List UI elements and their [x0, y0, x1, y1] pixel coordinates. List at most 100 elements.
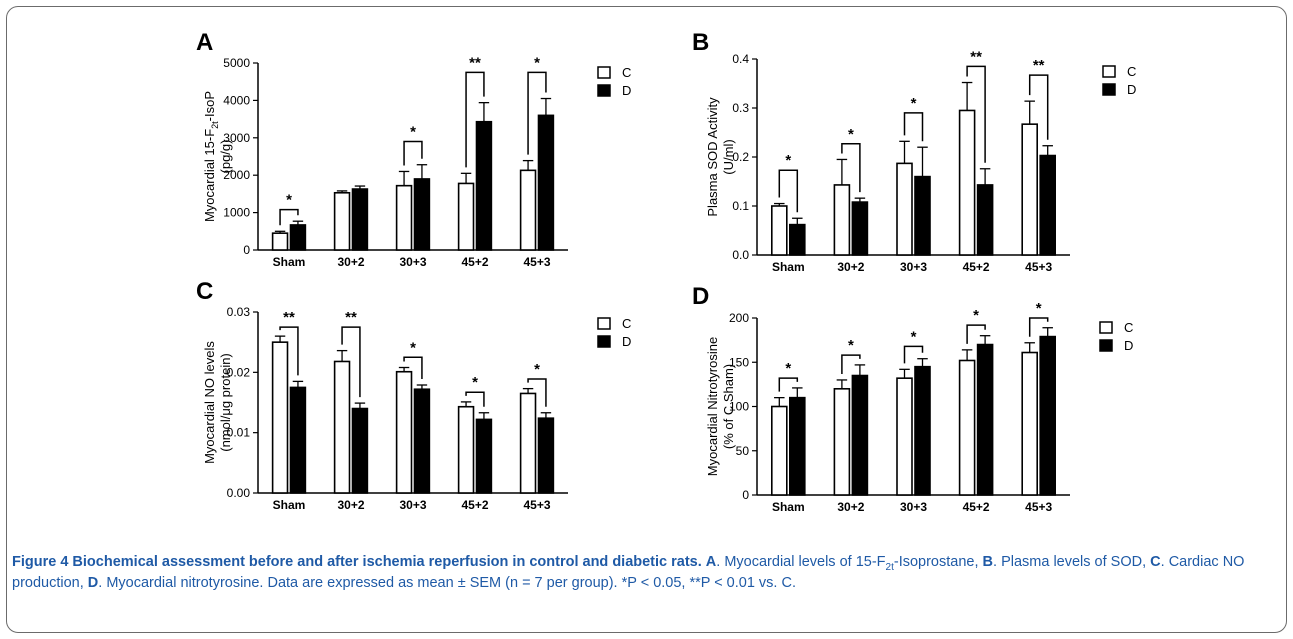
legend-swatch-c: [1102, 65, 1116, 78]
x-tick-label: 30+3: [399, 255, 426, 269]
x-tick-label: 45+3: [1025, 500, 1052, 514]
legend-swatch-d: [1099, 339, 1113, 352]
y-axis-label-sub: 2t: [210, 121, 220, 129]
y-tick-label: 3000: [223, 131, 250, 145]
significance-bracket: [279, 208, 299, 226]
bar-d: [851, 201, 869, 256]
bar-d: [351, 188, 369, 251]
legend-label-d: D: [622, 334, 631, 349]
significance-label: *: [973, 307, 979, 324]
significance-bracket: [341, 326, 361, 398]
significance-bracket: [1028, 74, 1049, 140]
significance-label: *: [410, 124, 416, 141]
significance-label: **: [283, 309, 295, 326]
significance-bracket: [403, 356, 423, 380]
y-axis-label: Myocardial 15-F2t-IsoP: [202, 91, 220, 222]
y-tick-label: 150: [729, 355, 749, 369]
significance-label: *: [785, 360, 791, 377]
bar-c: [833, 184, 851, 256]
bar-d: [914, 365, 931, 496]
bar-d: [976, 343, 994, 496]
significance-label: *: [785, 152, 791, 169]
significance-label: **: [469, 54, 481, 71]
chart-panel-b: B 0.0 0.1 0.2 0.3 0.4 Plasma SOD Activity (U/ml…: [692, 29, 1136, 274]
x-tick-label: 30+3: [900, 260, 927, 274]
x-tick-label: 45+2: [461, 255, 488, 269]
bar-c: [333, 191, 351, 251]
caption-text-a: . Myocardial levels of 15-F: [716, 554, 886, 570]
y-tick-label: 0.1: [732, 199, 749, 213]
x-tick-label: 45+3: [523, 498, 550, 512]
x-tick-label: 30+2: [337, 255, 364, 269]
x-tick-label: Sham: [273, 498, 306, 512]
significance-bracket: [403, 140, 423, 166]
bar-d: [914, 175, 931, 256]
y-axis-label: Plasma SOD Activity: [705, 97, 720, 217]
x-tick-label: 45+2: [963, 500, 990, 514]
caption-text-d: . Myocardial nitrotyrosine. Data are exp…: [98, 575, 796, 591]
y-axis-label: Myocardial NO levels: [202, 341, 217, 464]
y-tick-label: 0.01: [227, 426, 251, 440]
bar-c: [958, 359, 976, 496]
y-tick-label: 200: [729, 311, 749, 325]
legend-label-c: C: [622, 65, 631, 80]
bar-c: [770, 405, 788, 496]
bar-d: [788, 396, 806, 496]
significance-bracket: [903, 112, 924, 142]
bar-c: [833, 387, 851, 496]
x-tick-label: 30+2: [837, 260, 864, 274]
y-axis-label-line2: (U/ml): [721, 139, 736, 174]
legend-label-c: C: [622, 316, 631, 331]
bar-d: [1039, 335, 1056, 496]
y-tick-label: 50: [736, 444, 750, 458]
y-axis-label: Myocardial Nitrotyrosine: [705, 337, 720, 476]
figure-frame: [6, 6, 1287, 633]
chart-panel-d: D 0 50 100 150 200 Myocardial Nitrotyrosine (% …: [692, 283, 1133, 514]
x-tick-label: 45+3: [1025, 260, 1052, 274]
significance-label: **: [1033, 57, 1045, 74]
bar-c: [395, 370, 413, 494]
caption-text-c: . Cardiac NO production,: [12, 554, 1245, 591]
bar-d: [351, 407, 369, 494]
bar-d: [537, 114, 555, 251]
y-tick-label: 2000: [223, 168, 250, 182]
bar-d: [289, 386, 307, 494]
significance-label: *: [534, 361, 540, 378]
bar-c: [519, 169, 537, 251]
significance-label: *: [472, 374, 478, 391]
significance-label: **: [970, 48, 982, 65]
x-tick-label: Sham: [772, 500, 805, 514]
significance-bracket: [966, 324, 986, 344]
bar-d: [1039, 154, 1056, 256]
significance-bracket: [966, 65, 986, 163]
panel-label: A: [196, 29, 213, 56]
significance-label: *: [286, 192, 292, 209]
caption-label-b: B: [982, 554, 994, 570]
y-tick-label: 0: [742, 488, 749, 502]
y-tick-label: 0.2: [732, 150, 749, 164]
y-tick-label: 0: [243, 243, 250, 257]
significance-label: *: [848, 126, 854, 143]
significance-bracket: [903, 345, 924, 364]
significance-bracket: [465, 71, 485, 168]
significance-bracket: [1028, 317, 1049, 337]
bar-c: [770, 205, 788, 256]
bar-d: [289, 224, 307, 251]
bar-c: [896, 377, 913, 496]
panel-label: D: [692, 283, 709, 310]
bar-d: [976, 184, 994, 256]
x-tick-label: Sham: [772, 260, 805, 274]
significance-label: *: [911, 95, 917, 112]
legend-label-d: D: [1127, 82, 1136, 97]
significance-bracket: [527, 71, 547, 155]
y-tick-label: 0.0: [732, 248, 749, 262]
y-tick-label: 4000: [223, 93, 250, 107]
legend-swatch-c: [597, 66, 611, 79]
legend-swatch-c: [1099, 321, 1113, 334]
chart-panel-a: A 0 1000 2000 3000 4000 5000 Myocardial 15-F2t-…: [196, 29, 631, 269]
caption-title: Figure 4 Biochemical assessment before a…: [12, 554, 702, 570]
bar-d: [475, 120, 493, 251]
caption-label-d: D: [87, 575, 99, 591]
bar-d: [851, 374, 869, 496]
